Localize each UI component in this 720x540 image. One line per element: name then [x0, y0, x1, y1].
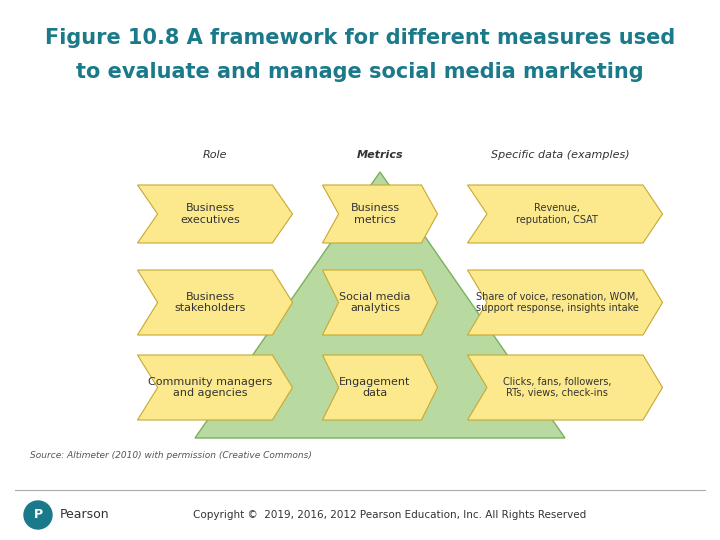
Polygon shape	[138, 270, 292, 335]
Text: Engagement
data: Engagement data	[339, 377, 410, 399]
Polygon shape	[467, 185, 662, 243]
Text: Business
executives: Business executives	[180, 203, 240, 225]
Text: Copyright ©  2019, 2016, 2012 Pearson Education, Inc. All Rights Reserved: Copyright © 2019, 2016, 2012 Pearson Edu…	[194, 510, 587, 520]
Text: Revenue,
reputation, CSAT: Revenue, reputation, CSAT	[516, 203, 598, 225]
Text: Role: Role	[203, 150, 228, 160]
Text: Business
stakeholders: Business stakeholders	[174, 292, 246, 313]
Text: Clicks, fans, followers,
RTs, views, check-ins: Clicks, fans, followers, RTs, views, che…	[503, 377, 611, 399]
Circle shape	[24, 501, 52, 529]
Polygon shape	[195, 172, 565, 438]
Text: Social media
analytics: Social media analytics	[339, 292, 410, 313]
Text: to evaluate and manage social media marketing: to evaluate and manage social media mark…	[76, 62, 644, 82]
Text: P: P	[33, 509, 42, 522]
Polygon shape	[138, 355, 292, 420]
Polygon shape	[323, 185, 438, 243]
Polygon shape	[467, 270, 662, 335]
Text: Metrics: Metrics	[356, 150, 403, 160]
Text: Specific data (examples): Specific data (examples)	[491, 150, 629, 160]
Polygon shape	[467, 355, 662, 420]
Text: Community managers
and agencies: Community managers and agencies	[148, 377, 272, 399]
Text: Source: Altimeter (2010) with permission (Creative Commons): Source: Altimeter (2010) with permission…	[30, 450, 312, 460]
Polygon shape	[323, 355, 438, 420]
Text: Figure 10.8 A framework for different measures used: Figure 10.8 A framework for different me…	[45, 28, 675, 48]
Polygon shape	[323, 270, 438, 335]
Text: Share of voice, resonation, WOM,
support response, insights intake: Share of voice, resonation, WOM, support…	[476, 292, 639, 313]
Polygon shape	[138, 185, 292, 243]
Text: Pearson: Pearson	[60, 509, 109, 522]
Text: Business
metrics: Business metrics	[351, 203, 400, 225]
